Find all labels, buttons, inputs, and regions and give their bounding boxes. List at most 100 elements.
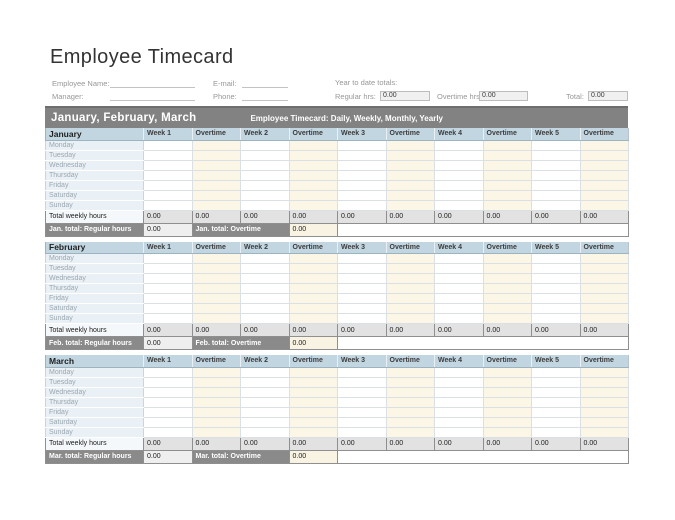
hours-cell[interactable]	[240, 313, 290, 324]
hours-cell[interactable]	[482, 426, 532, 438]
hours-cell[interactable]	[337, 293, 387, 304]
hours-cell[interactable]	[143, 179, 193, 191]
hours-cell[interactable]	[531, 406, 581, 418]
hours-cell[interactable]	[385, 406, 435, 418]
hours-cell[interactable]	[288, 263, 338, 274]
hours-cell[interactable]	[434, 149, 484, 161]
hours-cell[interactable]	[240, 376, 290, 388]
hours-cell[interactable]	[240, 416, 290, 428]
hours-cell[interactable]	[240, 273, 290, 284]
hours-cell[interactable]	[288, 293, 338, 304]
hours-cell[interactable]	[579, 169, 629, 181]
hours-cell[interactable]	[288, 426, 338, 438]
hours-cell[interactable]	[531, 376, 581, 388]
hours-cell[interactable]	[240, 303, 290, 314]
hours-cell[interactable]	[482, 199, 532, 211]
hours-cell[interactable]	[240, 283, 290, 294]
hours-cell[interactable]	[482, 416, 532, 428]
hours-cell[interactable]	[434, 416, 484, 428]
hours-cell[interactable]	[288, 273, 338, 284]
hours-cell[interactable]	[579, 273, 629, 284]
hours-cell[interactable]	[191, 139, 241, 151]
hours-cell[interactable]	[143, 159, 193, 171]
hours-cell[interactable]	[337, 189, 387, 201]
hours-cell[interactable]	[385, 426, 435, 438]
hours-cell[interactable]	[531, 426, 581, 438]
hours-cell[interactable]	[482, 189, 532, 201]
hours-cell[interactable]	[579, 303, 629, 314]
hours-cell[interactable]	[337, 199, 387, 211]
hours-cell[interactable]	[191, 426, 241, 438]
hours-cell[interactable]	[191, 386, 241, 398]
hours-cell[interactable]	[482, 149, 532, 161]
hours-cell[interactable]	[531, 139, 581, 151]
hours-cell[interactable]	[385, 169, 435, 181]
hours-cell[interactable]	[337, 366, 387, 378]
hours-cell[interactable]	[337, 376, 387, 388]
hours-cell[interactable]	[143, 199, 193, 211]
hours-cell[interactable]	[579, 396, 629, 408]
hours-cell[interactable]	[143, 426, 193, 438]
hours-cell[interactable]	[482, 313, 532, 324]
manager-input[interactable]	[110, 91, 195, 101]
hours-cell[interactable]	[191, 263, 241, 274]
hours-cell[interactable]	[191, 179, 241, 191]
hours-cell[interactable]	[531, 396, 581, 408]
hours-cell[interactable]	[531, 159, 581, 171]
hours-cell[interactable]	[337, 263, 387, 274]
hours-cell[interactable]	[240, 293, 290, 304]
hours-cell[interactable]	[434, 273, 484, 284]
hours-cell[interactable]	[143, 366, 193, 378]
hours-cell[interactable]	[385, 416, 435, 428]
hours-cell[interactable]	[385, 179, 435, 191]
hours-cell[interactable]	[191, 159, 241, 171]
hours-cell[interactable]	[143, 283, 193, 294]
hours-cell[interactable]	[434, 386, 484, 398]
hours-cell[interactable]	[337, 303, 387, 314]
hours-cell[interactable]	[482, 303, 532, 314]
hours-cell[interactable]	[482, 169, 532, 181]
hours-cell[interactable]	[240, 263, 290, 274]
hours-cell[interactable]	[191, 253, 241, 264]
hours-cell[interactable]	[434, 263, 484, 274]
hours-cell[interactable]	[434, 406, 484, 418]
hours-cell[interactable]	[434, 159, 484, 171]
hours-cell[interactable]	[143, 293, 193, 304]
hours-cell[interactable]	[579, 386, 629, 398]
hours-cell[interactable]	[385, 396, 435, 408]
hours-cell[interactable]	[482, 283, 532, 294]
hours-cell[interactable]	[579, 149, 629, 161]
hours-cell[interactable]	[434, 189, 484, 201]
hours-cell[interactable]	[288, 396, 338, 408]
hours-cell[interactable]	[434, 179, 484, 191]
hours-cell[interactable]	[240, 366, 290, 378]
hours-cell[interactable]	[482, 179, 532, 191]
hours-cell[interactable]	[143, 406, 193, 418]
hours-cell[interactable]	[579, 426, 629, 438]
hours-cell[interactable]	[337, 149, 387, 161]
hours-cell[interactable]	[337, 253, 387, 264]
hours-cell[interactable]	[337, 396, 387, 408]
hours-cell[interactable]	[482, 376, 532, 388]
hours-cell[interactable]	[385, 386, 435, 398]
hours-cell[interactable]	[482, 159, 532, 171]
hours-cell[interactable]	[143, 189, 193, 201]
hours-cell[interactable]	[288, 416, 338, 428]
hours-cell[interactable]	[531, 189, 581, 201]
hours-cell[interactable]	[240, 149, 290, 161]
hours-cell[interactable]	[191, 293, 241, 304]
hours-cell[interactable]	[143, 253, 193, 264]
hours-cell[interactable]	[240, 159, 290, 171]
hours-cell[interactable]	[531, 416, 581, 428]
hours-cell[interactable]	[531, 293, 581, 304]
hours-cell[interactable]	[143, 303, 193, 314]
hours-cell[interactable]	[337, 169, 387, 181]
hours-cell[interactable]	[482, 273, 532, 284]
hours-cell[interactable]	[337, 426, 387, 438]
hours-cell[interactable]	[288, 366, 338, 378]
hours-cell[interactable]	[240, 179, 290, 191]
hours-cell[interactable]	[482, 366, 532, 378]
hours-cell[interactable]	[385, 376, 435, 388]
hours-cell[interactable]	[143, 149, 193, 161]
hours-cell[interactable]	[482, 263, 532, 274]
